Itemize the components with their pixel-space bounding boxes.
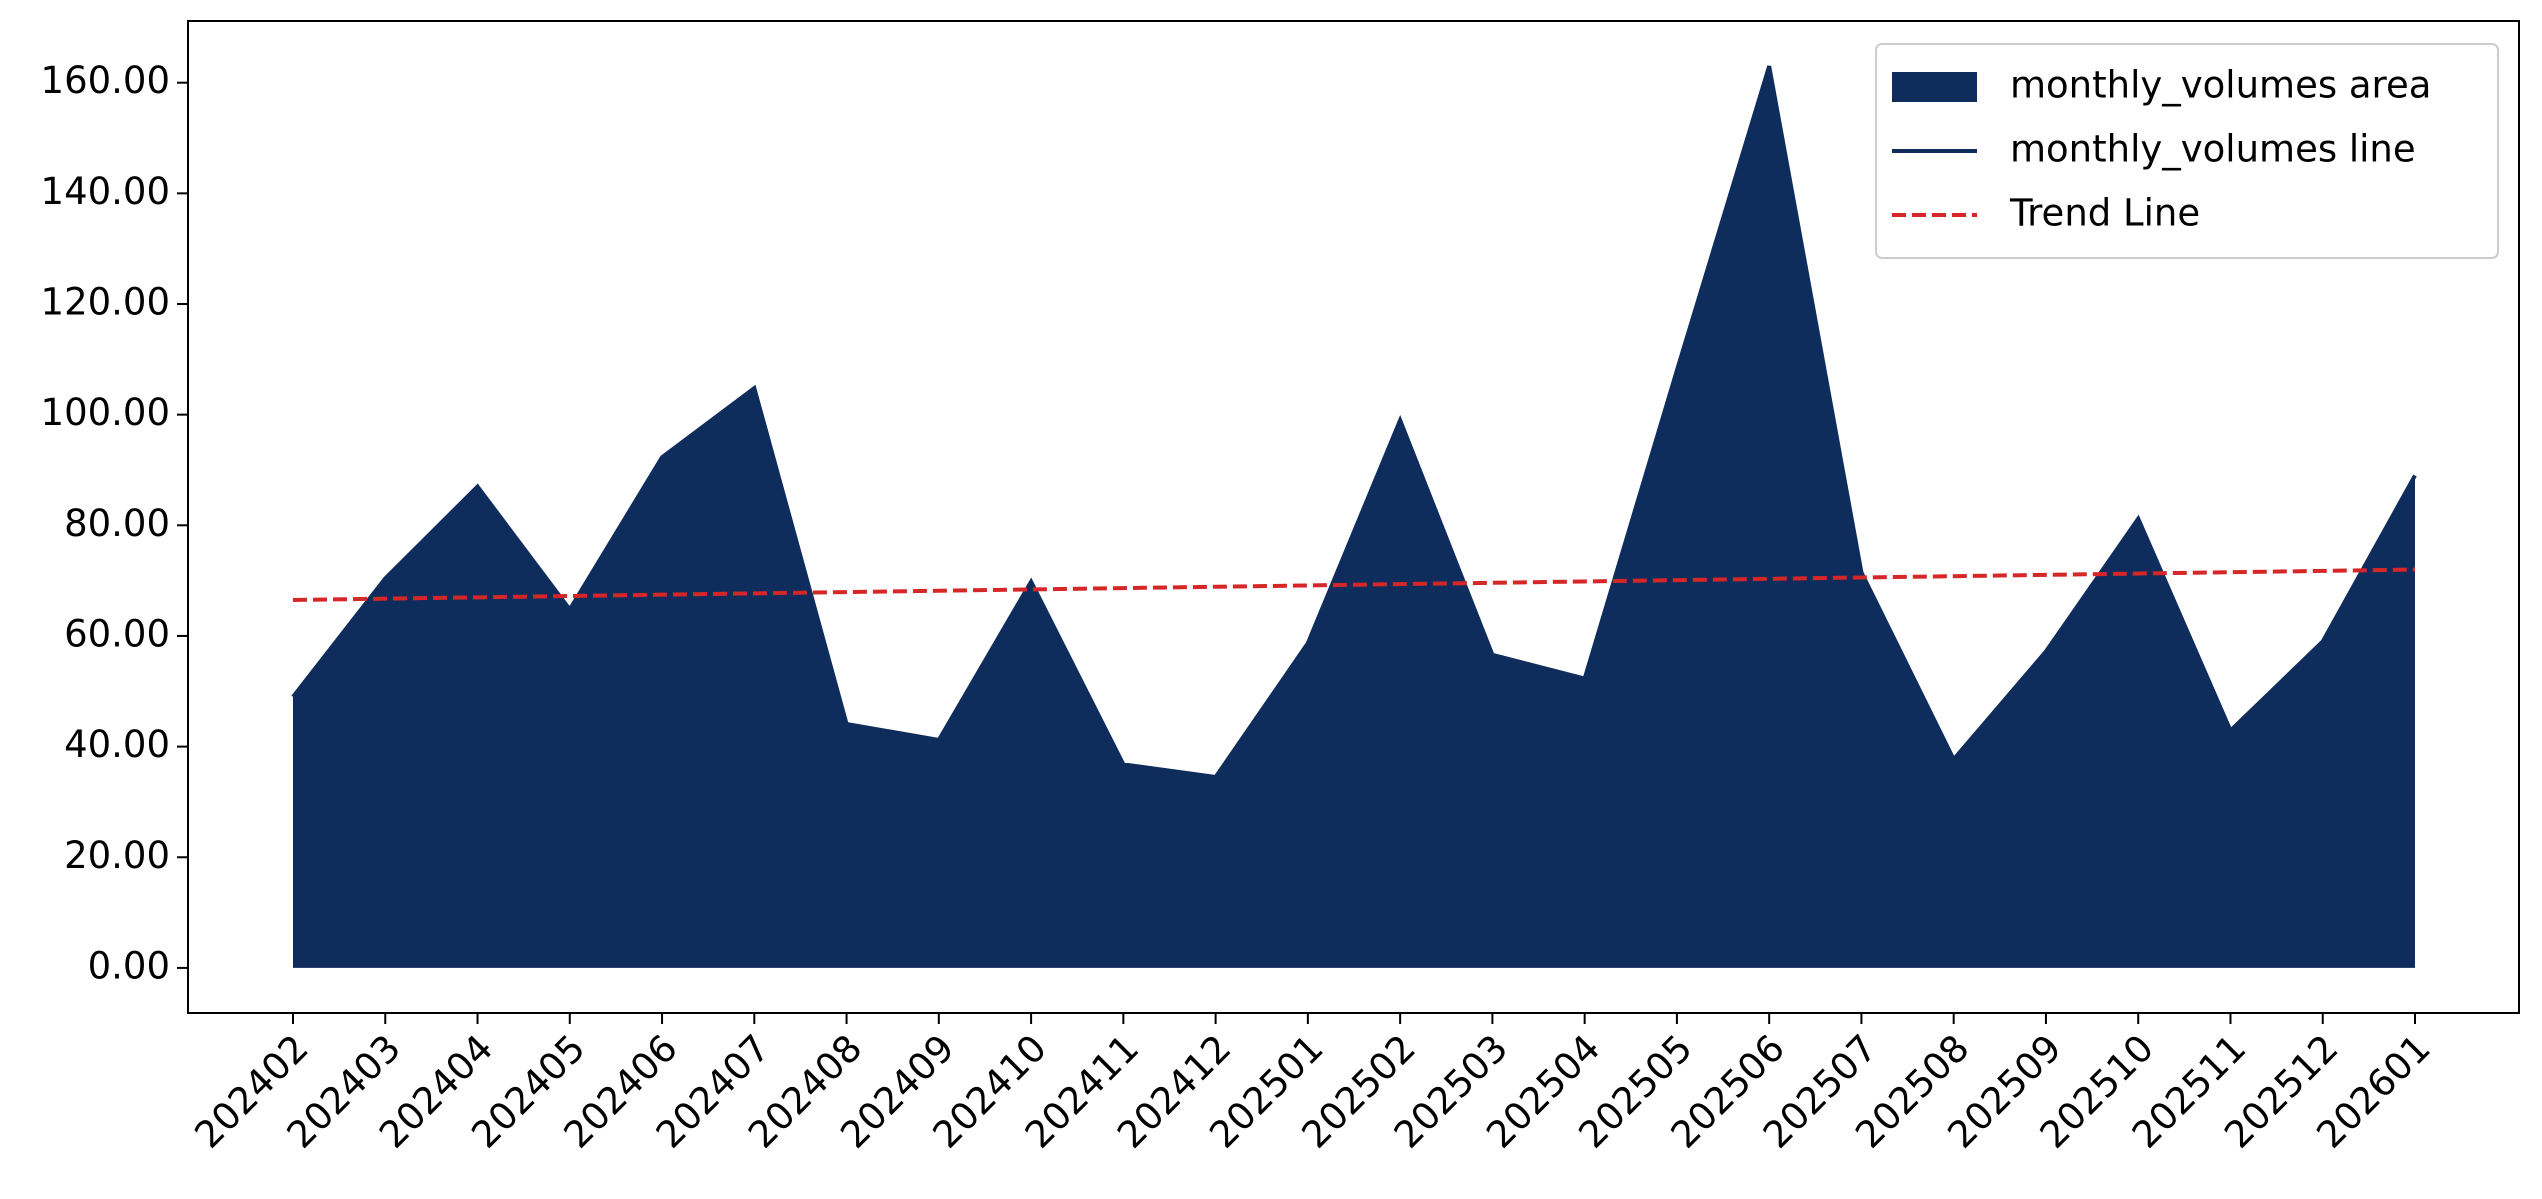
y-tick-label: 0.00 (88, 944, 170, 987)
area (293, 66, 2415, 968)
legend-swatch (1892, 72, 1977, 102)
legend-label: monthly_volumes area (2010, 64, 2431, 107)
y-tick-label: 140.00 (41, 170, 170, 213)
y-tick-label: 80.00 (64, 502, 170, 545)
plot-frame (187, 20, 2520, 1014)
y-tick-label: 20.00 (64, 834, 170, 877)
y-tick-label: 100.00 (41, 391, 170, 434)
line (291, 65, 2417, 780)
trend-line (292, 567, 2416, 602)
y-tick-label: 120.00 (41, 280, 170, 323)
y-tick-label: 160.00 (41, 59, 170, 102)
legend-label: monthly_volumes line (2010, 128, 2416, 171)
legend-box (1875, 43, 2499, 259)
y-tick-label: 40.00 (64, 723, 170, 766)
legend-label: Trend Line (2009, 192, 2200, 235)
y-tick-label: 60.00 (64, 612, 170, 655)
